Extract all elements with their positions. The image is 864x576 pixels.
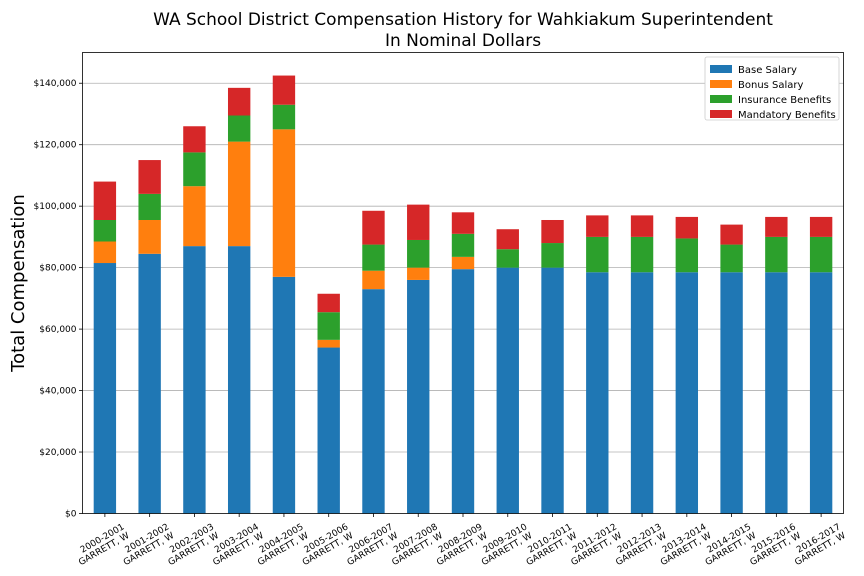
bar-mandatory-benefits bbox=[675, 216, 699, 239]
bar-bonus-salary bbox=[272, 129, 296, 277]
bars bbox=[93, 75, 833, 514]
bar-base-salary bbox=[720, 272, 743, 514]
bar-mandatory-benefits bbox=[227, 87, 251, 116]
bar-base-salary bbox=[630, 272, 654, 514]
bar-insurance-benefits bbox=[451, 233, 475, 257]
bar-insurance-benefits bbox=[93, 219, 117, 242]
bar-insurance-benefits bbox=[362, 244, 385, 271]
legend-swatch bbox=[710, 65, 732, 73]
bar-insurance-benefits bbox=[496, 249, 519, 268]
bar-mandatory-benefits bbox=[317, 293, 340, 313]
bar-base-salary bbox=[272, 276, 296, 514]
bar-insurance-benefits bbox=[630, 236, 654, 273]
bar-insurance-benefits bbox=[183, 152, 206, 187]
bar-mandatory-benefits bbox=[93, 181, 117, 220]
bar-insurance-benefits bbox=[317, 312, 340, 340]
bar-mandatory-benefits bbox=[496, 229, 519, 250]
bar-mandatory-benefits bbox=[586, 215, 609, 237]
bar-insurance-benefits bbox=[586, 236, 609, 273]
y-tick-label: $0 bbox=[65, 510, 77, 520]
bar-mandatory-benefits bbox=[765, 216, 788, 237]
bar-insurance-benefits bbox=[765, 236, 788, 273]
bar-insurance-benefits bbox=[407, 239, 430, 268]
bar-base-salary bbox=[138, 253, 161, 514]
bar-bonus-salary bbox=[407, 267, 430, 280]
y-axis-label: Total Compensation bbox=[8, 194, 29, 373]
chart-title: WA School District Compensation History … bbox=[153, 10, 773, 30]
bar-insurance-benefits bbox=[541, 243, 564, 268]
bar-mandatory-benefits bbox=[138, 160, 161, 194]
bar-bonus-salary bbox=[183, 186, 206, 247]
bar-insurance-benefits bbox=[675, 238, 699, 273]
bar-bonus-salary bbox=[93, 241, 117, 264]
bar-mandatory-benefits bbox=[809, 216, 833, 237]
y-tick-label: $120,000 bbox=[34, 141, 77, 151]
bar-bonus-salary bbox=[138, 219, 161, 254]
y-tick-label: $100,000 bbox=[34, 202, 77, 212]
y-tick-label: $60,000 bbox=[39, 325, 76, 335]
bar-bonus-salary bbox=[227, 141, 251, 247]
chart-subtitle: In Nominal Dollars bbox=[385, 31, 541, 51]
legend-swatch bbox=[710, 95, 732, 103]
bar-base-salary bbox=[675, 272, 699, 514]
bar-insurance-benefits bbox=[272, 104, 296, 130]
bar-base-salary bbox=[809, 272, 833, 514]
bar-bonus-salary bbox=[362, 270, 385, 290]
bar-insurance-benefits bbox=[138, 193, 161, 220]
bar-base-salary bbox=[93, 263, 117, 514]
bar-mandatory-benefits bbox=[720, 224, 743, 245]
bar-base-salary bbox=[496, 267, 519, 514]
bar-mandatory-benefits bbox=[362, 210, 385, 245]
bar-mandatory-benefits bbox=[541, 219, 564, 244]
legend-swatch bbox=[710, 80, 732, 88]
legend: Base Salary Bonus Salary Insurance Benefit… bbox=[704, 56, 840, 121]
bar-base-salary bbox=[407, 279, 430, 514]
x-tick-label: 2016-2017GARRETT, W bbox=[788, 522, 847, 568]
y-ticks: $0 $20,000 $40,000 $60,000 $80,000 $100,000 $1… bbox=[34, 79, 83, 520]
y-tick-label: $40,000 bbox=[39, 387, 76, 397]
legend-label: Mandatory Benefits bbox=[738, 110, 836, 121]
legend-box bbox=[704, 56, 840, 121]
legend-swatch bbox=[710, 110, 732, 118]
legend-label: Bonus Salary bbox=[738, 80, 804, 91]
bar-base-salary bbox=[317, 347, 340, 514]
bar-mandatory-benefits bbox=[451, 212, 475, 234]
legend-label: Insurance Benefits bbox=[738, 95, 831, 106]
bar-base-salary bbox=[227, 246, 251, 514]
bar-mandatory-benefits bbox=[407, 204, 430, 240]
bar-bonus-salary bbox=[451, 256, 475, 270]
bar-mandatory-benefits bbox=[272, 75, 296, 105]
legend-label: Base Salary bbox=[738, 65, 797, 76]
bar-base-salary bbox=[451, 269, 475, 514]
bar-base-salary bbox=[765, 272, 788, 514]
bar-mandatory-benefits bbox=[630, 215, 654, 237]
y-tick-label: $20,000 bbox=[39, 448, 76, 458]
bar-insurance-benefits bbox=[809, 236, 833, 273]
y-tick-label: $140,000 bbox=[34, 79, 77, 89]
bar-base-salary bbox=[586, 272, 609, 514]
bar-bonus-salary bbox=[317, 339, 340, 348]
bar-mandatory-benefits bbox=[183, 126, 206, 153]
bar-insurance-benefits bbox=[227, 115, 251, 142]
bar-base-salary bbox=[362, 289, 385, 514]
bar-base-salary bbox=[183, 246, 206, 514]
y-tick-label: $80,000 bbox=[39, 264, 76, 274]
bar-base-salary bbox=[541, 267, 564, 514]
bar-insurance-benefits bbox=[720, 244, 743, 273]
